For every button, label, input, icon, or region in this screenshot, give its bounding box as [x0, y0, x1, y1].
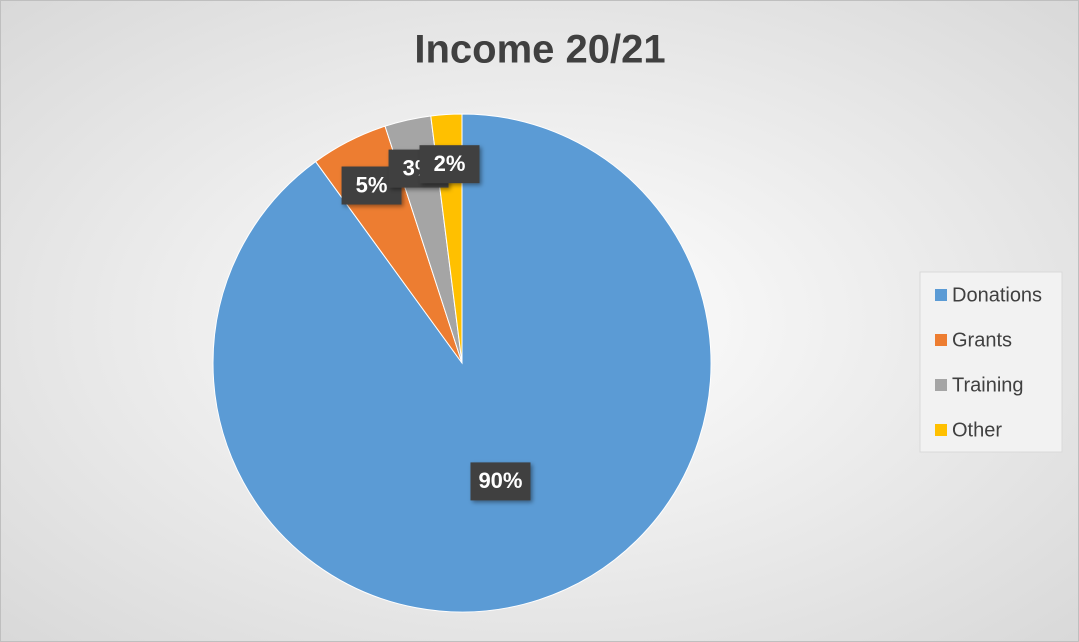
data-label: 90% [470, 462, 531, 501]
data-label-box [419, 145, 480, 184]
data-label-box [470, 462, 531, 501]
legend-label: Training [952, 374, 1024, 396]
legend-label: Grants [952, 329, 1012, 351]
data-label: 2% [419, 145, 480, 184]
data-label-text: 5% [356, 172, 388, 197]
data-label-text: 2% [434, 151, 466, 176]
legend-swatch [935, 289, 947, 301]
data-label-text: 90% [478, 468, 522, 493]
legend-box [919, 271, 1063, 453]
legend-label: Other [952, 419, 1002, 441]
legend-label: Donations [952, 284, 1042, 306]
legend-swatch [935, 424, 947, 436]
legend-swatch [935, 334, 947, 346]
legend-swatch [935, 379, 947, 391]
chart-title: Income 20/21 [414, 28, 665, 72]
